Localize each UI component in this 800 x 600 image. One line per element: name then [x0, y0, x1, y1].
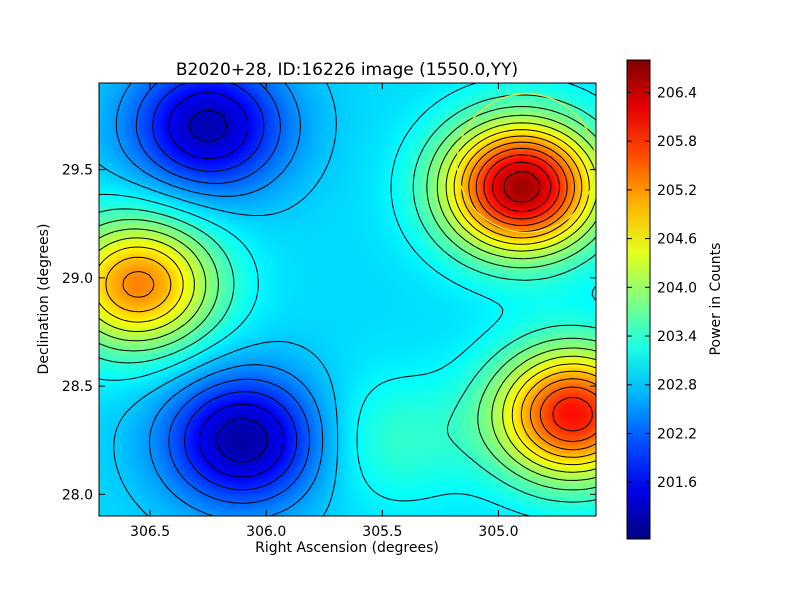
colorbar-tick-label: 201.6	[657, 475, 697, 491]
plot-frame	[98, 82, 597, 517]
y-axis-label: Declination (degrees)	[36, 224, 52, 375]
x-axis-label: Right Ascension (degrees)	[255, 540, 439, 556]
contour-line	[99, 94, 596, 503]
contour-line	[99, 106, 596, 491]
colorbar-tick-label: 206.4	[657, 85, 697, 101]
colorbar-tick-label: 203.4	[657, 329, 697, 345]
x-tick-label: 305.0	[478, 524, 518, 540]
colorbar-tick-label: 204.6	[657, 232, 697, 248]
contour-line	[115, 83, 324, 516]
colorbar-tick-label: 205.8	[657, 134, 697, 150]
chart-title: B2020+28, ID:16226 image (1550.0,YY)	[176, 60, 518, 80]
y-tick-label: 29.0	[62, 271, 93, 287]
x-tick-label: 306.0	[246, 524, 286, 540]
colorbar: 201.6 202.2 202.8 203.4 204.0 204.6 205.2 205.8…	[626, 59, 724, 540]
contour-line	[99, 83, 339, 516]
colorbar-ticks: 201.6 202.2 202.8 203.4 204.0 204.6 205.2 205.8…	[627, 85, 697, 491]
y-tick-label: 28.0	[62, 487, 93, 503]
contour-line	[189, 110, 268, 463]
contour-line	[168, 92, 284, 478]
contour-line	[99, 83, 596, 516]
contour-line	[475, 147, 596, 442]
contour-line	[99, 122, 596, 473]
x-tick-label: 305.5	[362, 524, 402, 540]
y-axis: 28.0 28.5 29.0 29.5	[62, 163, 596, 503]
contour-line	[503, 171, 541, 203]
x-tick-label: 306.5	[130, 524, 170, 540]
contour-line	[135, 83, 310, 504]
contour-lines	[99, 83, 596, 516]
contour-line	[99, 129, 596, 466]
contour-line	[105, 135, 596, 458]
colorbar-gradient	[626, 59, 651, 540]
heatmap-plot	[99, 83, 596, 516]
colorbar-tick-label: 202.8	[657, 378, 697, 394]
x-axis: 306.5 306.0 305.5 305.0	[130, 83, 519, 540]
colorbar-tick-label: 205.2	[657, 183, 697, 199]
y-tick-label: 29.5	[62, 163, 93, 179]
contour-line	[152, 83, 298, 491]
colorbar-tick-label: 204.0	[657, 280, 697, 296]
heatmap-image	[99, 83, 596, 516]
contour-line	[99, 114, 596, 481]
colorbar-label: Power in Counts	[708, 243, 724, 356]
contour-line	[483, 154, 593, 432]
colorbar-tick-label: 202.2	[657, 426, 697, 442]
y-tick-label: 28.5	[62, 379, 93, 395]
contour-line	[492, 161, 552, 213]
